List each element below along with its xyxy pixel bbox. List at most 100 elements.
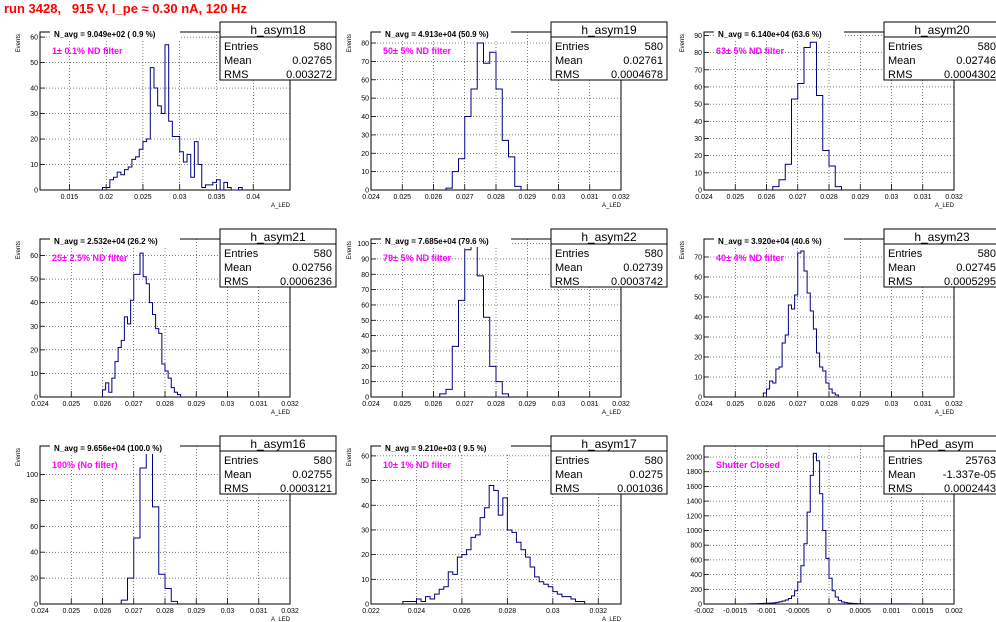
stat-mean-name: Mean: [888, 469, 916, 481]
histogram-bin: [165, 45, 169, 190]
histogram-bin: [452, 346, 458, 397]
histogram-bin: [770, 381, 773, 397]
histogram-bin: [239, 187, 243, 190]
histogram-bin: [820, 367, 823, 397]
histogram-bin: [159, 333, 162, 397]
navg-annotation: N_avg = 6.140e+04 (63.6 %): [718, 30, 822, 39]
histogram-panel-h-asym20: 0 10 20 30 40 50 60 70 80 90 0.024 0.025 0.026 0.027 0…: [680, 21, 996, 209]
histogram-bin: [823, 151, 829, 191]
x-tick-label: 0.025: [62, 608, 80, 615]
stat-mean-name: Mean: [555, 55, 583, 67]
histogram-bin: [792, 596, 795, 604]
histogram-bin: [562, 597, 567, 604]
histogram-bin: [539, 582, 544, 604]
histogram-bin: [224, 182, 228, 190]
histogram-bin: [845, 603, 848, 604]
x-axis-title: A_LED: [271, 203, 291, 209]
histogram-bin: [515, 186, 521, 190]
x-tick-label: 0.032: [945, 194, 963, 201]
histogram-bin: [106, 187, 110, 190]
histogram-bin: [110, 180, 114, 190]
y-tick-label: 20: [361, 151, 369, 158]
stat-rms-name: RMS: [555, 483, 579, 495]
x-tick-label: 0.024: [695, 194, 713, 201]
x-tick-label: 0.029: [518, 194, 536, 201]
histogram-bin: [154, 88, 158, 190]
histogram-bin: [136, 157, 140, 190]
histogram-bin: [453, 574, 458, 604]
y-tick-label: 800: [690, 543, 702, 550]
histogram-bin: [571, 599, 576, 604]
y-tick-label: 20: [30, 347, 38, 354]
stat-rms-value: 0.0003121: [280, 483, 332, 495]
y-tick-label: 0: [365, 602, 369, 609]
y-tick-label: 1600: [686, 484, 702, 491]
navg-box: [50, 442, 180, 454]
y-axis-title: Events: [347, 34, 353, 52]
histogram-bin: [115, 362, 118, 397]
x-tick-label: 0.027: [125, 608, 143, 615]
stat-rms-value: 0.001036: [617, 483, 663, 495]
histogram-bin: [149, 303, 152, 397]
stat-mean-value: 0.02761: [623, 55, 663, 67]
stats-box-frame: [550, 21, 668, 81]
histogram-bin: [440, 394, 446, 397]
navg-annotation: N_avg = 3.920e+04 (40.6 %): [718, 237, 822, 246]
histogram-bin: [798, 582, 801, 604]
navg-annotation: N_avg = 7.685e+04 (79.6 %): [385, 237, 489, 246]
histogram-bin: [403, 602, 408, 604]
histogram-bin: [785, 164, 791, 190]
histogram-bin: [426, 597, 431, 604]
y-tick-label: 20: [694, 153, 702, 160]
histogram-bin: [835, 395, 838, 397]
histogram-bin: [198, 165, 202, 190]
navg-box: [381, 28, 511, 40]
stats-box: hPed_asym Entries 25763 Mean -1.337e-05 RMS 0.…: [883, 435, 996, 495]
y-tick-label: 40: [361, 114, 369, 121]
stat-rms-value: 0.003272: [286, 69, 332, 81]
histogram-bin: [146, 284, 149, 397]
navg-box: [714, 235, 844, 247]
histogram-bin: [150, 68, 154, 190]
x-tick-label: 0.029: [851, 194, 869, 201]
histogram-bin: [810, 475, 813, 604]
histogram-bin: [435, 594, 440, 604]
histogram-bin: [776, 602, 779, 604]
x-tick-label: 0.024: [362, 401, 380, 408]
histogram-panel-hPed-asym: 0 200 400 600 800 1000 1200 1400 1600 1800 2000 -0.…: [686, 435, 996, 615]
histogram-bin: [462, 555, 467, 604]
histogram-bin: [512, 532, 517, 604]
x-tick-label: 0.032: [281, 608, 299, 615]
histogram-bin: [471, 244, 477, 397]
y-tick-label: 30: [30, 111, 38, 118]
histogram-series: [762, 250, 839, 397]
y-tick-label: 40: [694, 315, 702, 322]
y-tick-label: 80: [361, 272, 369, 279]
stat-entries-name: Entries: [555, 41, 590, 53]
histogram-bin: [162, 364, 165, 397]
navg-box: [381, 442, 511, 454]
y-tick-label: 20: [694, 355, 702, 362]
histogram-bin: [496, 382, 502, 397]
x-tick-label: 0.04: [246, 194, 260, 201]
x-tick-label: 0.028: [820, 194, 838, 201]
y-tick-label: 30: [361, 348, 369, 355]
histogram-bin: [172, 136, 176, 190]
y-tick-label: 50: [30, 277, 38, 284]
histogram-bin: [770, 603, 773, 604]
x-axis-title: A_LED: [271, 617, 291, 622]
histogram-bin: [158, 106, 162, 190]
navg-annotation: N_avg = 4.913e+04 (50.9 %): [385, 30, 489, 39]
stat-entries-value: 580: [645, 455, 663, 467]
stats-title: h_asym23: [914, 230, 970, 244]
y-tick-label: 50: [694, 295, 702, 302]
histogram-bin: [459, 300, 465, 397]
histogram-bin: [153, 507, 159, 604]
histogram-bin: [480, 518, 485, 604]
y-tick-label: 50: [361, 96, 369, 103]
navg-annotation: N_avg = 2.532e+04 (26.2 %): [54, 237, 158, 246]
y-tick-label: 50: [694, 102, 702, 109]
histogram-bin: [485, 508, 490, 604]
y-axis-title: Events: [347, 241, 353, 259]
histogram-series: [402, 485, 586, 604]
